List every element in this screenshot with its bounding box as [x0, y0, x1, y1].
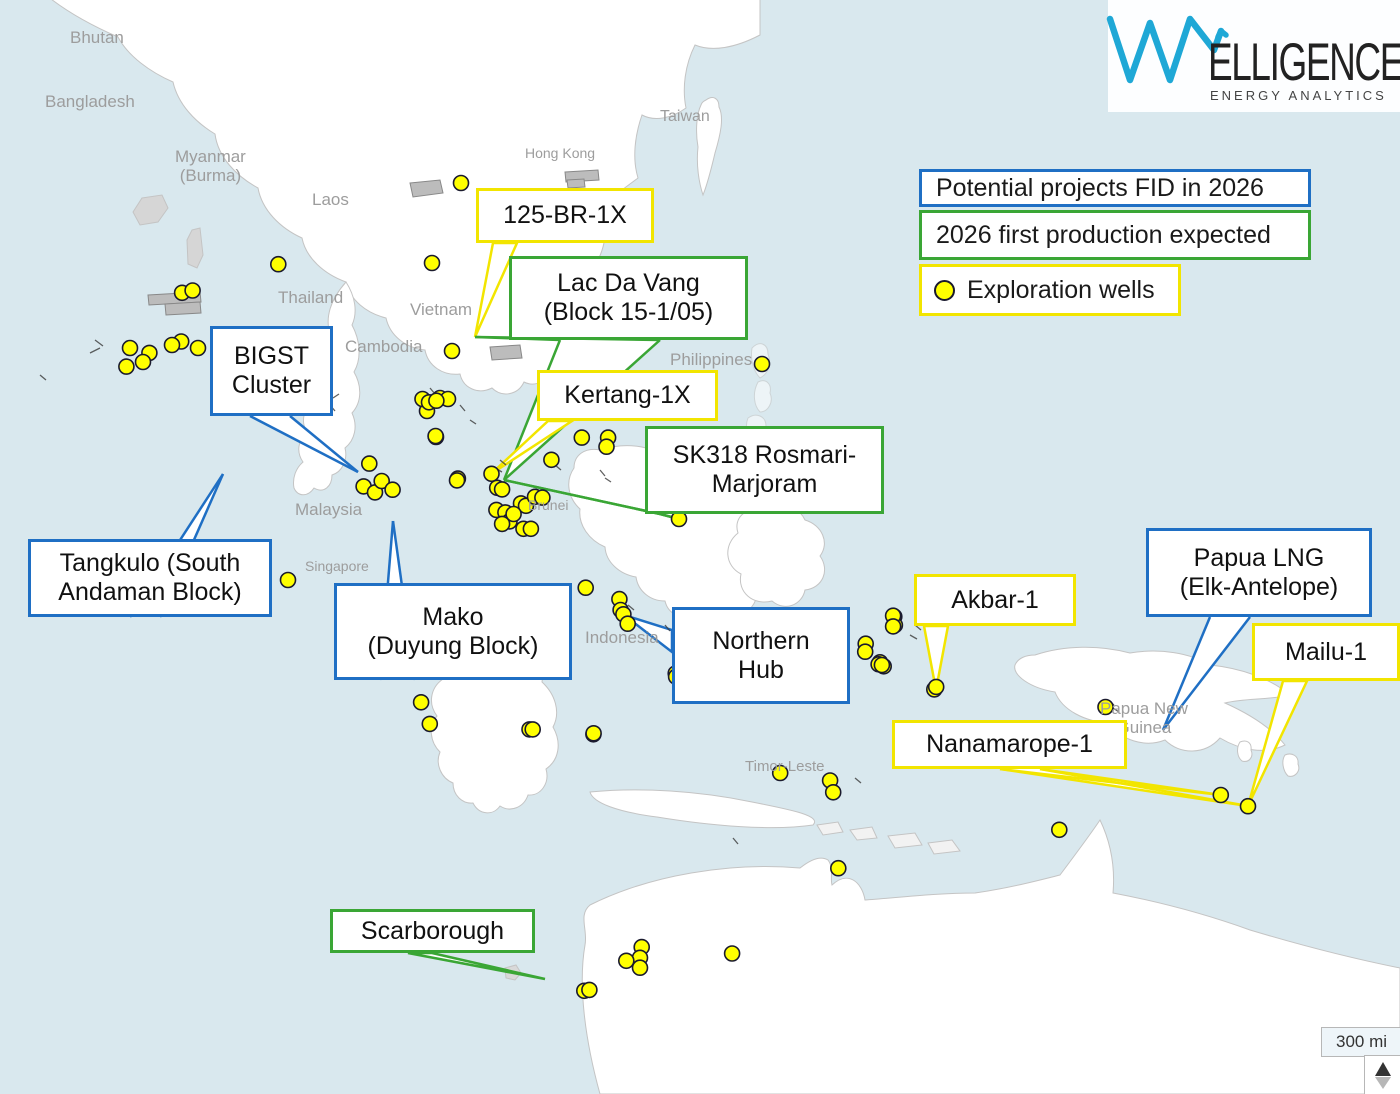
- svg-text:ELLIGENCE: ELLIGENCE: [1208, 33, 1400, 92]
- svg-text:ENERGY ANALYTICS: ENERGY ANALYTICS: [1210, 88, 1387, 103]
